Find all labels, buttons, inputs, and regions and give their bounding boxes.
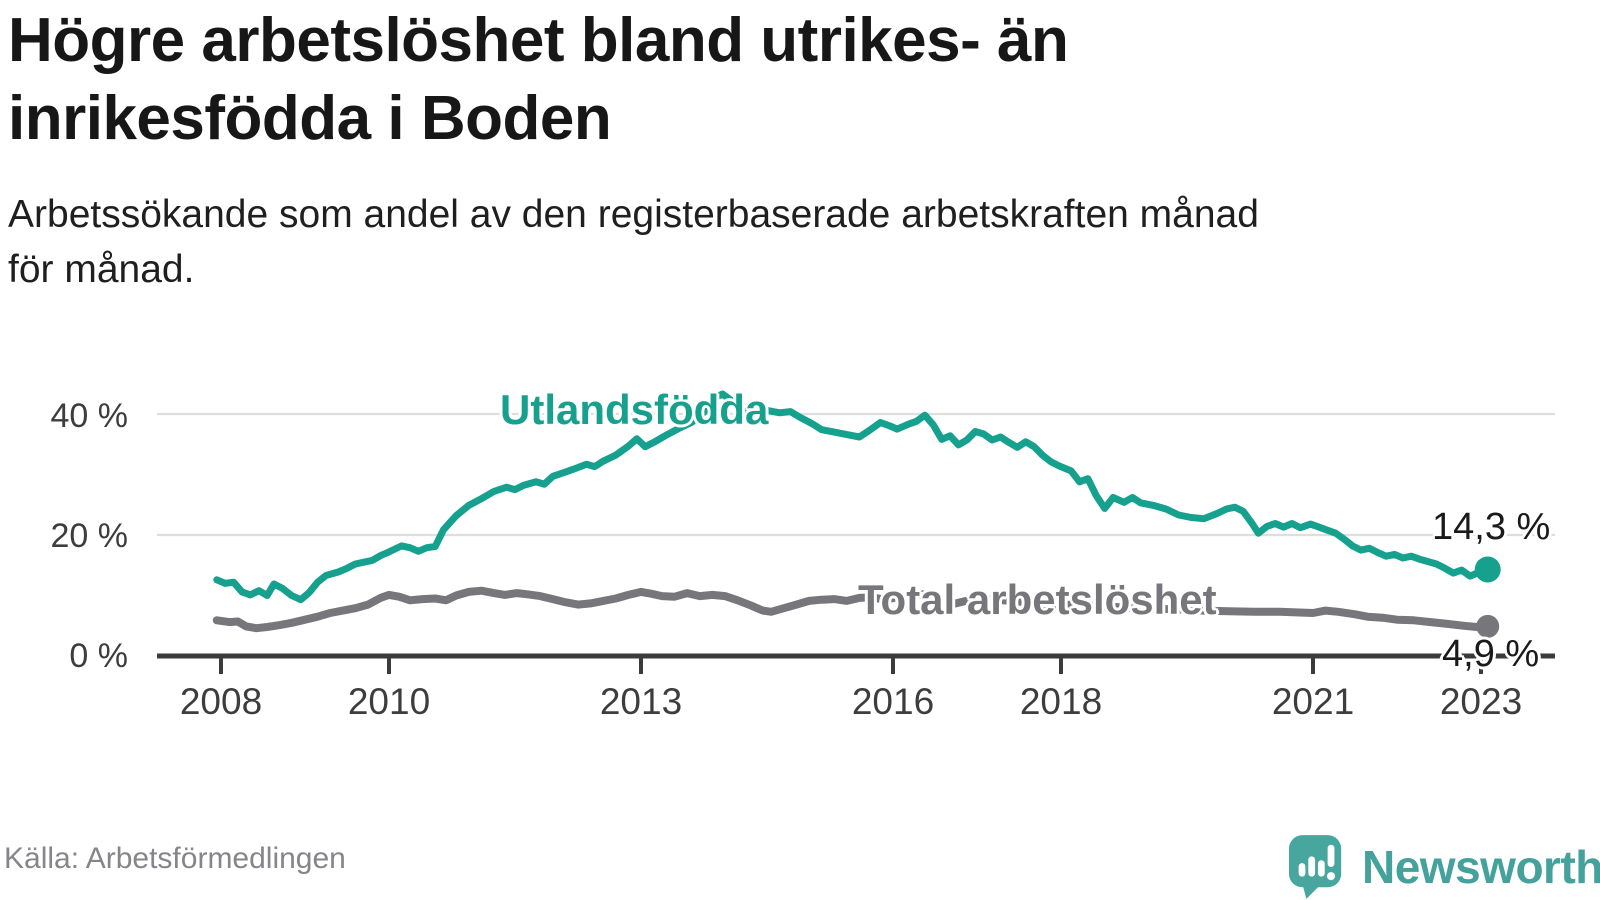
newsworthy-logo-text: Newsworthy: [1362, 841, 1600, 893]
newsworthy-logo: Newsworthy: [1288, 834, 1600, 900]
page-title: Högre arbetslöshet bland utrikes- än inr…: [8, 6, 1069, 154]
end-value-label-total: 4,9 %: [1442, 633, 1540, 675]
x-tick-label-2021: 2021: [1271, 681, 1355, 722]
x-tick-label-2013: 2013: [599, 681, 683, 722]
y-tick-label-20: 20 %: [50, 517, 129, 555]
source-attribution: Källa: Arbetsförmedlingen: [4, 842, 346, 875]
series-label-utlandsfodda: Utlandsfödda: [500, 386, 769, 433]
series-label-total-arbetsloshet: Total arbetslöshet: [858, 576, 1217, 623]
x-tick-label-2008: 2008: [179, 681, 263, 722]
page-subtitle: Arbetssökande som andel av den registerb…: [8, 193, 1259, 291]
x-tick-label-2016: 2016: [851, 681, 935, 722]
y-tick-label-40: 40 %: [50, 397, 129, 435]
x-tick-label-2023: 2023: [1439, 681, 1523, 722]
y-tick-label-0: 0 %: [69, 637, 128, 675]
x-tick-label-2018: 2018: [1019, 681, 1103, 722]
newsworthy-logo-icon: [1288, 835, 1342, 899]
x-tick-label-2010: 2010: [347, 681, 431, 722]
end-value-label-utlandsfodda: 14,3 %: [1432, 506, 1551, 548]
